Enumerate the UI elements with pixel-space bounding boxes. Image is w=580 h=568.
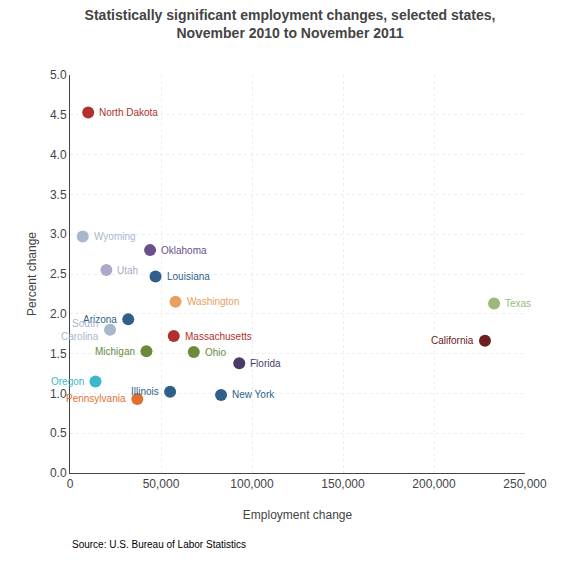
svg-text:Pennsylvania: Pennsylvania [66, 393, 126, 404]
svg-text:3.0: 3.0 [50, 227, 67, 241]
svg-text:2.5: 2.5 [50, 267, 67, 281]
svg-text:100,000: 100,000 [230, 477, 274, 491]
svg-text:250,000: 250,000 [503, 477, 547, 491]
svg-text:SouthCarolina: SouthCarolina [61, 318, 99, 342]
svg-text:Florida: Florida [250, 358, 281, 369]
svg-text:Oregon: Oregon [51, 376, 84, 387]
svg-text:50,000: 50,000 [143, 477, 180, 491]
svg-text:5.0: 5.0 [50, 68, 67, 82]
svg-text:Illinois: Illinois [131, 386, 159, 397]
svg-text:Employment change: Employment change [243, 508, 353, 522]
svg-text:Statistically significant empl: Statistically significant employment cha… [85, 7, 496, 41]
svg-text:Oklahoma: Oklahoma [161, 245, 207, 256]
svg-text:0.0: 0.0 [50, 466, 67, 480]
svg-text:Utah: Utah [117, 265, 138, 276]
svg-text:Massachusetts: Massachusetts [185, 331, 252, 342]
svg-text:Texas: Texas [505, 298, 531, 309]
svg-text:Percent change: Percent change [25, 232, 39, 316]
svg-text:1.0: 1.0 [50, 387, 67, 401]
svg-text:Washington: Washington [187, 296, 239, 307]
svg-text:4.0: 4.0 [50, 148, 67, 162]
svg-text:New York: New York [232, 389, 275, 400]
svg-text:Source: U.S. Bureau of Labor S: Source: U.S. Bureau of Labor Statistics [72, 539, 246, 550]
svg-text:North Dakota: North Dakota [99, 107, 158, 118]
svg-text:Wyoming: Wyoming [94, 231, 136, 242]
svg-text:0.5: 0.5 [50, 426, 67, 440]
svg-text:0: 0 [67, 477, 74, 491]
svg-text:200,000: 200,000 [412, 477, 456, 491]
svg-text:Michigan: Michigan [95, 346, 135, 357]
svg-text:Arizona: Arizona [83, 314, 117, 325]
svg-text:4.5: 4.5 [50, 108, 67, 122]
svg-text:3.5: 3.5 [50, 188, 67, 202]
svg-text:Ohio: Ohio [205, 347, 227, 358]
svg-text:1.5: 1.5 [50, 347, 67, 361]
svg-text:California: California [431, 335, 474, 346]
svg-text:2.0: 2.0 [50, 307, 67, 321]
svg-text:150,000: 150,000 [321, 477, 365, 491]
svg-text:Louisiana: Louisiana [167, 271, 210, 282]
